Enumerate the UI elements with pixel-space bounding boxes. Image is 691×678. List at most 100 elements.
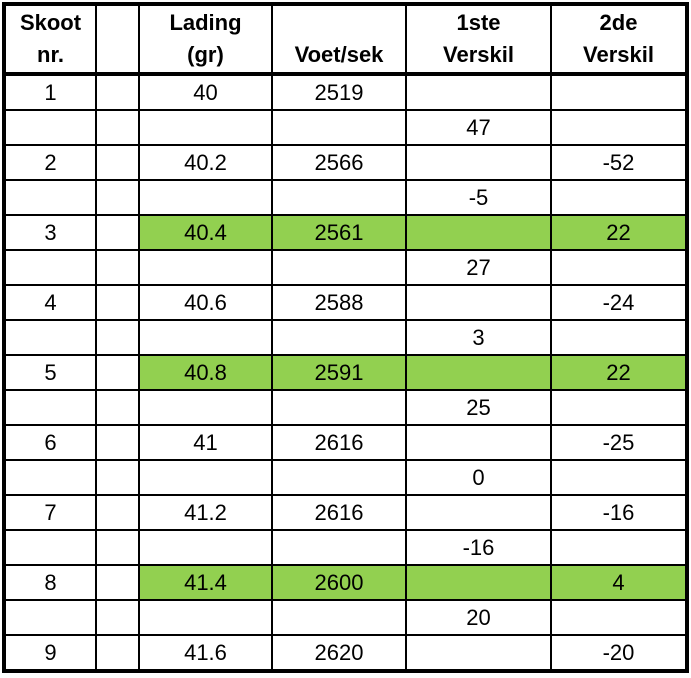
- cell-blank[interactable]: [95, 459, 140, 496]
- cell-voet-sek[interactable]: 2519: [271, 73, 407, 111]
- cell-lading-gr[interactable]: 40.8: [138, 354, 273, 391]
- cell-voet-sek[interactable]: [271, 319, 407, 356]
- header-skoot-nr[interactable]: Skoot nr.: [3, 3, 97, 76]
- cell-1ste-verskil[interactable]: [405, 354, 552, 391]
- cell-2de-verskil[interactable]: -16: [550, 494, 688, 531]
- cell-skoot-nr[interactable]: 8: [3, 564, 97, 601]
- cell-voet-sek[interactable]: [271, 249, 407, 286]
- cell-voet-sek[interactable]: [271, 459, 407, 496]
- cell-2de-verskil[interactable]: 4: [550, 564, 688, 601]
- cell-blank[interactable]: [95, 564, 140, 601]
- cell-voet-sek[interactable]: 2600: [271, 564, 407, 601]
- cell-2de-verskil[interactable]: -20: [550, 634, 688, 672]
- cell-2de-verskil[interactable]: [550, 109, 688, 146]
- cell-1ste-verskil[interactable]: 0: [405, 459, 552, 496]
- cell-skoot-nr[interactable]: 6: [3, 424, 97, 461]
- cell-voet-sek[interactable]: 2616: [271, 494, 407, 531]
- cell-blank[interactable]: [95, 284, 140, 321]
- cell-skoot-nr[interactable]: 1: [3, 73, 97, 111]
- cell-voet-sek[interactable]: 2620: [271, 634, 407, 672]
- cell-skoot-nr[interactable]: 5: [3, 354, 97, 391]
- cell-skoot-nr[interactable]: 7: [3, 494, 97, 531]
- cell-voet-sek[interactable]: 2616: [271, 424, 407, 461]
- cell-blank[interactable]: [95, 529, 140, 566]
- cell-voet-sek[interactable]: 2566: [271, 144, 407, 181]
- cell-voet-sek[interactable]: [271, 179, 407, 216]
- cell-blank[interactable]: [95, 109, 140, 146]
- cell-skoot-nr[interactable]: 4: [3, 284, 97, 321]
- cell-blank[interactable]: [95, 634, 140, 672]
- cell-1ste-verskil[interactable]: 3: [405, 319, 552, 356]
- cell-voet-sek[interactable]: 2588: [271, 284, 407, 321]
- cell-lading-gr[interactable]: 40: [138, 73, 273, 111]
- cell-blank[interactable]: [95, 424, 140, 461]
- cell-blank[interactable]: [95, 249, 140, 286]
- cell-blank[interactable]: [95, 354, 140, 391]
- cell-skoot-nr[interactable]: 9: [3, 634, 97, 672]
- cell-skoot-nr[interactable]: [3, 389, 97, 426]
- cell-2de-verskil[interactable]: [550, 389, 688, 426]
- cell-lading-gr[interactable]: [138, 529, 273, 566]
- cell-2de-verskil[interactable]: -24: [550, 284, 688, 321]
- cell-blank[interactable]: [95, 494, 140, 531]
- cell-skoot-nr[interactable]: [3, 109, 97, 146]
- cell-2de-verskil[interactable]: [550, 319, 688, 356]
- cell-blank[interactable]: [95, 73, 140, 111]
- cell-voet-sek[interactable]: [271, 599, 407, 636]
- header-blank[interactable]: [95, 3, 140, 76]
- cell-blank[interactable]: [95, 389, 140, 426]
- cell-lading-gr[interactable]: [138, 109, 273, 146]
- cell-2de-verskil[interactable]: 22: [550, 214, 688, 251]
- cell-2de-verskil[interactable]: [550, 73, 688, 111]
- cell-skoot-nr[interactable]: [3, 529, 97, 566]
- header-voet-sek[interactable]: Voet/sek: [271, 3, 407, 76]
- cell-2de-verskil[interactable]: [550, 599, 688, 636]
- cell-lading-gr[interactable]: [138, 599, 273, 636]
- cell-lading-gr[interactable]: 40.2: [138, 144, 273, 181]
- cell-2de-verskil[interactable]: -25: [550, 424, 688, 461]
- cell-voet-sek[interactable]: 2561: [271, 214, 407, 251]
- cell-lading-gr[interactable]: [138, 319, 273, 356]
- cell-1ste-verskil[interactable]: 20: [405, 599, 552, 636]
- cell-lading-gr[interactable]: 41: [138, 424, 273, 461]
- cell-2de-verskil[interactable]: [550, 529, 688, 566]
- cell-lading-gr[interactable]: 40.6: [138, 284, 273, 321]
- cell-1ste-verskil[interactable]: [405, 564, 552, 601]
- cell-voet-sek[interactable]: [271, 529, 407, 566]
- header-1ste-verskil[interactable]: 1ste Verskil: [405, 3, 552, 76]
- cell-skoot-nr[interactable]: [3, 599, 97, 636]
- cell-skoot-nr[interactable]: [3, 179, 97, 216]
- cell-voet-sek[interactable]: [271, 109, 407, 146]
- cell-lading-gr[interactable]: 40.4: [138, 214, 273, 251]
- cell-skoot-nr[interactable]: 2: [3, 144, 97, 181]
- cell-1ste-verskil[interactable]: -16: [405, 529, 552, 566]
- cell-1ste-verskil[interactable]: [405, 284, 552, 321]
- cell-skoot-nr[interactable]: 3: [3, 214, 97, 251]
- cell-skoot-nr[interactable]: [3, 249, 97, 286]
- cell-1ste-verskil[interactable]: 27: [405, 249, 552, 286]
- cell-2de-verskil[interactable]: [550, 179, 688, 216]
- cell-voet-sek[interactable]: [271, 389, 407, 426]
- cell-voet-sek[interactable]: 2591: [271, 354, 407, 391]
- cell-2de-verskil[interactable]: -52: [550, 144, 688, 181]
- cell-lading-gr[interactable]: 41.6: [138, 634, 273, 672]
- cell-2de-verskil[interactable]: 22: [550, 354, 688, 391]
- cell-1ste-verskil[interactable]: [405, 634, 552, 672]
- cell-blank[interactable]: [95, 214, 140, 251]
- cell-2de-verskil[interactable]: [550, 459, 688, 496]
- cell-blank[interactable]: [95, 319, 140, 356]
- cell-1ste-verskil[interactable]: [405, 424, 552, 461]
- cell-blank[interactable]: [95, 599, 140, 636]
- cell-1ste-verskil[interactable]: [405, 214, 552, 251]
- cell-skoot-nr[interactable]: [3, 319, 97, 356]
- cell-lading-gr[interactable]: [138, 389, 273, 426]
- cell-blank[interactable]: [95, 179, 140, 216]
- header-lading-gr[interactable]: Lading (gr): [138, 3, 273, 76]
- cell-1ste-verskil[interactable]: [405, 494, 552, 531]
- cell-2de-verskil[interactable]: [550, 249, 688, 286]
- cell-blank[interactable]: [95, 144, 140, 181]
- cell-1ste-verskil[interactable]: [405, 73, 552, 111]
- cell-lading-gr[interactable]: 41.4: [138, 564, 273, 601]
- cell-1ste-verskil[interactable]: -5: [405, 179, 552, 216]
- cell-1ste-verskil[interactable]: 25: [405, 389, 552, 426]
